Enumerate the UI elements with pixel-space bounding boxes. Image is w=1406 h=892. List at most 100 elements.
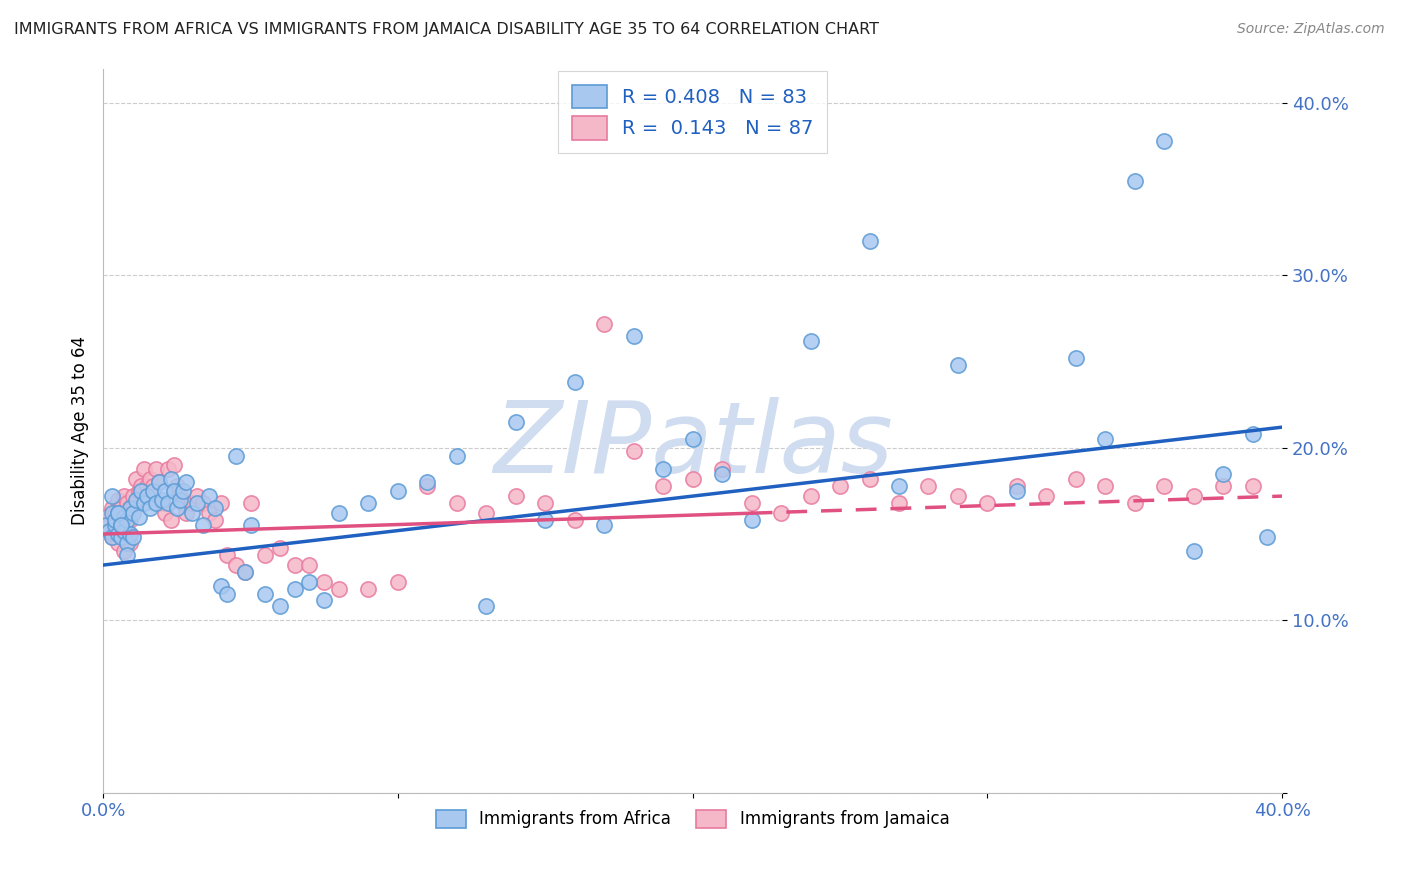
Point — [198, 506, 221, 520]
Point — [160, 513, 183, 527]
Point — [101, 531, 124, 545]
Point — [917, 479, 939, 493]
Point — [166, 501, 188, 516]
Point — [1064, 351, 1087, 366]
Point — [209, 579, 232, 593]
Point — [115, 509, 138, 524]
Point — [124, 492, 146, 507]
Point — [172, 483, 194, 498]
Point — [112, 524, 135, 538]
Point — [101, 489, 124, 503]
Point — [193, 496, 215, 510]
Point — [186, 496, 208, 510]
Point — [107, 492, 129, 507]
Point — [828, 479, 851, 493]
Point — [1153, 134, 1175, 148]
Point — [1005, 483, 1028, 498]
Point — [107, 506, 129, 520]
Point — [233, 565, 256, 579]
Text: ZIPatlas: ZIPatlas — [492, 397, 893, 493]
Point — [180, 506, 202, 520]
Point — [800, 334, 823, 348]
Point — [121, 531, 143, 545]
Point — [387, 575, 409, 590]
Point — [209, 496, 232, 510]
Point — [946, 489, 969, 503]
Point — [128, 483, 150, 498]
Point — [94, 518, 117, 533]
Point — [121, 506, 143, 520]
Point — [174, 506, 197, 520]
Point — [172, 496, 194, 510]
Point — [115, 535, 138, 549]
Point — [139, 501, 162, 516]
Point — [101, 527, 124, 541]
Point — [193, 518, 215, 533]
Point — [107, 506, 129, 520]
Point — [1094, 479, 1116, 493]
Point — [446, 496, 468, 510]
Point — [128, 509, 150, 524]
Point — [115, 513, 138, 527]
Point — [112, 489, 135, 503]
Point — [1256, 531, 1278, 545]
Point — [357, 582, 380, 597]
Point — [564, 513, 586, 527]
Point — [163, 458, 186, 472]
Point — [136, 479, 159, 493]
Point — [145, 496, 167, 510]
Point — [104, 506, 127, 520]
Point — [118, 501, 141, 516]
Point — [160, 472, 183, 486]
Point — [269, 541, 291, 555]
Point — [269, 599, 291, 614]
Point — [186, 489, 208, 503]
Point — [682, 432, 704, 446]
Point — [1212, 479, 1234, 493]
Point — [110, 518, 132, 533]
Point — [145, 461, 167, 475]
Point — [328, 506, 350, 520]
Point — [1241, 479, 1264, 493]
Point — [564, 376, 586, 390]
Point — [142, 483, 165, 498]
Point — [148, 475, 170, 490]
Point — [121, 501, 143, 516]
Point — [110, 501, 132, 516]
Point — [711, 467, 734, 481]
Point — [163, 483, 186, 498]
Point — [94, 509, 117, 524]
Point — [215, 587, 238, 601]
Point — [150, 492, 173, 507]
Point — [682, 472, 704, 486]
Point — [1241, 427, 1264, 442]
Point — [593, 317, 616, 331]
Point — [153, 506, 176, 520]
Point — [98, 518, 121, 533]
Point — [946, 358, 969, 372]
Point — [416, 479, 439, 493]
Point — [115, 496, 138, 510]
Point — [475, 599, 498, 614]
Point — [118, 501, 141, 516]
Text: IMMIGRANTS FROM AFRICA VS IMMIGRANTS FROM JAMAICA DISABILITY AGE 35 TO 64 CORREL: IMMIGRANTS FROM AFRICA VS IMMIGRANTS FRO… — [14, 22, 879, 37]
Point — [887, 496, 910, 510]
Point — [505, 489, 527, 503]
Point — [118, 513, 141, 527]
Point — [314, 575, 336, 590]
Point — [505, 415, 527, 429]
Point — [104, 513, 127, 527]
Point — [204, 513, 226, 527]
Point — [858, 472, 880, 486]
Point — [104, 513, 127, 527]
Point — [166, 479, 188, 493]
Point — [254, 548, 277, 562]
Point — [156, 496, 179, 510]
Point — [150, 496, 173, 510]
Point — [112, 524, 135, 538]
Point — [387, 483, 409, 498]
Point — [124, 472, 146, 486]
Point — [101, 506, 124, 520]
Point — [534, 496, 557, 510]
Point — [1182, 544, 1205, 558]
